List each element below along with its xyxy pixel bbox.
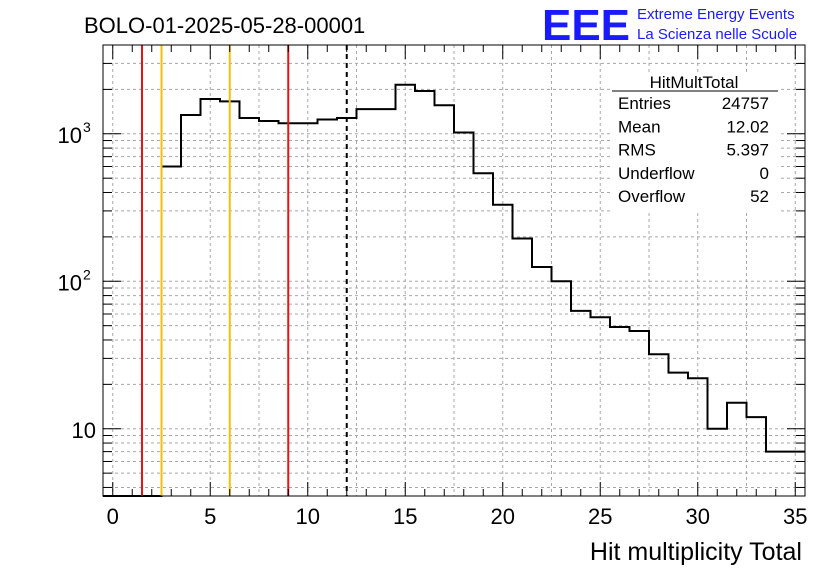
histogram-bin	[513, 239, 533, 496]
histogram-bin	[357, 109, 377, 496]
marker-lines	[141, 45, 348, 496]
histogram-bin	[376, 109, 396, 496]
stats-row-label: Overflow	[618, 187, 686, 206]
histogram-bin	[669, 373, 689, 496]
x-tick-label: 5	[204, 504, 216, 529]
histogram-bin	[318, 120, 338, 496]
x-tick-label: 25	[588, 504, 612, 529]
x-tick-label: 20	[491, 504, 515, 529]
stats-row-label: RMS	[618, 141, 656, 160]
x-tick-label: 35	[783, 504, 807, 529]
histogram-bin	[162, 167, 182, 496]
x-tick-label: 30	[686, 504, 710, 529]
stats-row-value: 24757	[722, 94, 769, 113]
x-tick-label: 0	[107, 504, 119, 529]
y-tick-label: 10	[72, 418, 96, 443]
stats-row-value: 0	[760, 164, 769, 183]
x-axis-label: Hit multiplicity Total	[590, 538, 802, 566]
y-tick-exponent: 3	[83, 119, 91, 135]
logo-line-2: La Scienza nelle Scuole	[637, 26, 797, 43]
stats-row-label: Entries	[618, 94, 671, 113]
histogram-bin	[708, 429, 728, 496]
y-tick-label: 10	[58, 270, 82, 295]
histogram-bin	[552, 281, 572, 496]
stats-box: HitMultTotal Entries 24757 Mean 12.02 RMS 5.3…	[612, 72, 778, 212]
histogram-bin	[181, 115, 201, 496]
stats-rows: Entries 24757 Mean 12.02 RMS 5.397 Underflow 0 O…	[618, 94, 769, 206]
stats-row-label: Underflow	[618, 164, 695, 183]
histogram-bin	[435, 105, 455, 496]
stats-row-value: 5.397	[726, 141, 769, 160]
histogram-bin	[474, 173, 494, 496]
logo-line-1: Extreme Energy Events	[637, 6, 795, 23]
x-tick-label: 10	[296, 504, 320, 529]
histogram-bin	[727, 403, 747, 496]
logo-mark: EEE	[542, 1, 630, 50]
stats-row-value: 12.02	[726, 117, 769, 136]
stats-row-label: Mean	[618, 117, 661, 136]
histogram-outline	[103, 83, 805, 497]
histogram-bin	[493, 205, 513, 496]
histogram-bin	[630, 331, 650, 496]
stats-row-value: 52	[750, 187, 769, 206]
x-tick-label: 15	[393, 504, 417, 529]
histogram-bin	[571, 311, 591, 496]
histogram-bin	[396, 85, 416, 496]
eee-logo: EEE Extreme Energy Events La Scienza nel…	[542, 1, 797, 50]
histogram-bin	[649, 354, 669, 496]
y-tick-exponent: 2	[83, 266, 91, 282]
histogram-bin	[610, 327, 630, 496]
histogram-bin	[259, 121, 279, 496]
chart-title: BOLO-01-2025-05-28-00001	[84, 13, 365, 38]
histogram-bin	[240, 118, 260, 496]
plot-frame	[102, 44, 806, 497]
histogram-bins	[103, 83, 805, 497]
y-tick-label: 10	[58, 123, 82, 148]
stats-title: HitMultTotal	[650, 73, 739, 92]
